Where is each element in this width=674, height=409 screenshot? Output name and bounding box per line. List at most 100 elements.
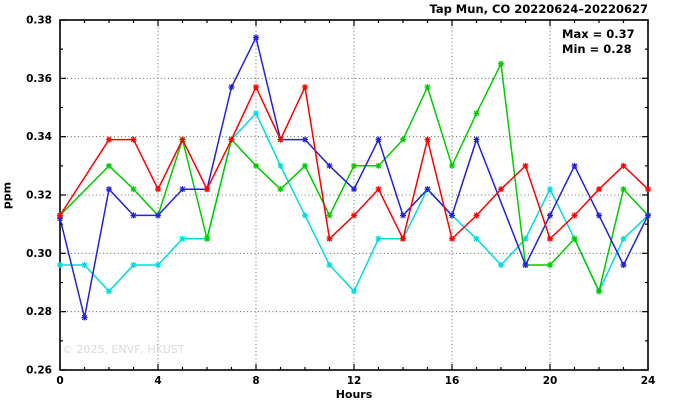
data-point	[375, 235, 382, 242]
data-point	[81, 314, 88, 321]
series-cyan-line	[60, 111, 649, 294]
data-point	[351, 288, 357, 295]
data-point	[351, 162, 357, 169]
data-point	[57, 262, 63, 268]
data-point	[228, 136, 235, 143]
data-point	[571, 212, 578, 219]
data-point	[375, 186, 382, 193]
data-point	[400, 136, 406, 143]
data-point	[130, 186, 137, 193]
min-annotation: Min = 0.28	[562, 42, 632, 56]
x-tick-label: 12	[347, 375, 362, 387]
data-point	[620, 235, 627, 242]
data-point	[326, 262, 333, 268]
data-point	[596, 288, 602, 295]
data-point	[326, 162, 333, 169]
data-point	[228, 84, 235, 91]
data-point	[620, 162, 627, 169]
data-point	[473, 235, 480, 242]
series-red	[57, 84, 651, 242]
data-point	[571, 162, 578, 169]
data-point	[130, 212, 137, 219]
data-point	[106, 162, 112, 169]
gridlines	[60, 20, 648, 370]
data-point	[375, 136, 382, 143]
data-point	[498, 60, 504, 67]
data-point	[302, 136, 308, 143]
data-point	[277, 162, 284, 169]
data-point	[449, 162, 455, 169]
series-blue	[57, 34, 651, 321]
y-tick-label: 0.32	[26, 190, 52, 202]
data-point	[81, 262, 88, 268]
data-point	[130, 262, 137, 268]
data-point	[302, 162, 308, 169]
y-tick-label: 0.34	[26, 131, 52, 143]
data-point	[155, 186, 161, 193]
axis-ticks	[59, 19, 649, 371]
data-point	[57, 212, 63, 219]
data-point	[473, 212, 480, 219]
y-tick-label: 0.36	[26, 73, 52, 85]
data-point	[620, 186, 627, 193]
data-point	[106, 186, 112, 193]
data-point	[547, 235, 553, 242]
data-point	[253, 34, 259, 41]
data-point	[424, 84, 431, 91]
x-tick-label: 8	[252, 375, 259, 387]
watermark: © 2025, ENVF, HKUST	[62, 343, 185, 356]
data-point	[547, 262, 553, 268]
data-point	[253, 110, 259, 117]
data-point	[204, 235, 210, 242]
data-point	[302, 84, 308, 91]
data-point	[179, 235, 186, 242]
data-point	[473, 110, 480, 117]
tick-labels: 0.26 0.28 0.30 0.32 0.34 0.36 0.38 0 4 8 12 16 20 24	[26, 15, 655, 388]
chart-title: Tap Mun, CO 20220624–20220627	[429, 2, 648, 16]
data-point	[547, 212, 553, 219]
series-blue-line	[59, 35, 649, 318]
data-point	[155, 262, 161, 268]
x-tick-label: 4	[154, 375, 161, 387]
data-point	[326, 212, 333, 219]
data-point	[106, 288, 112, 295]
data-point	[277, 186, 284, 193]
data-point	[155, 212, 161, 219]
data-point	[522, 235, 529, 242]
data-point	[596, 212, 602, 219]
data-point	[645, 212, 651, 219]
series-red-markers	[57, 84, 651, 242]
data-point	[375, 162, 382, 169]
y-tick-label: 0.30	[26, 248, 52, 260]
data-point	[204, 186, 210, 193]
data-point	[449, 235, 455, 242]
data-point	[400, 235, 406, 242]
series-green-line	[59, 61, 649, 294]
series-red-line	[59, 84, 649, 241]
data-point	[424, 136, 431, 143]
data-point	[424, 186, 431, 193]
x-tick-label: 0	[56, 375, 63, 387]
data-point	[449, 212, 455, 219]
y-tick-label: 0.26	[26, 365, 52, 377]
y-axis-label: ppm	[0, 181, 14, 210]
data-point	[351, 186, 357, 193]
data-point	[547, 186, 553, 193]
data-point	[253, 84, 259, 91]
data-point	[571, 235, 578, 242]
y-tick-label: 0.28	[26, 306, 52, 318]
x-tick-label: 20	[543, 375, 558, 387]
data-point	[106, 136, 112, 143]
data-point	[253, 162, 259, 169]
series-blue-markers	[57, 34, 651, 321]
data-point	[130, 136, 137, 143]
data-point	[498, 186, 504, 193]
data-point	[326, 235, 333, 242]
x-tick-label: 16	[445, 375, 460, 387]
data-point	[645, 186, 651, 193]
data-point	[596, 186, 602, 193]
data-point	[351, 212, 357, 219]
data-point	[179, 136, 186, 143]
